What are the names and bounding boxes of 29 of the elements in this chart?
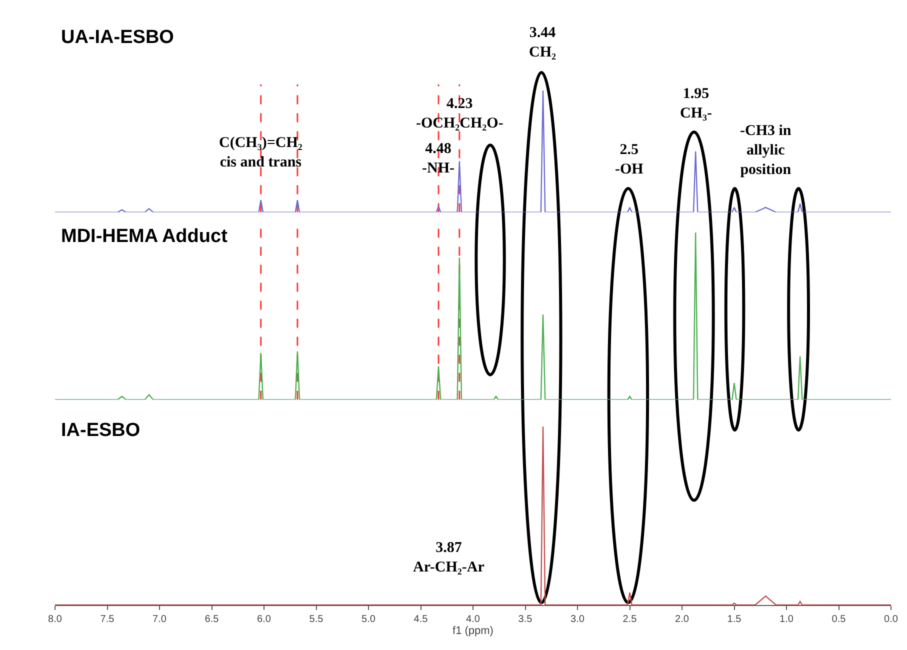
chart-title: IA-ESBO — [61, 420, 140, 441]
x-tick-label: 2.5 — [622, 614, 638, 625]
x-tick-label: 6.0 — [257, 614, 272, 625]
x-tick-label: 3.0 — [570, 614, 585, 625]
x-tick-label: 5.0 — [362, 614, 376, 625]
x-tick-label: 5.5 — [309, 614, 324, 625]
x-axis-title: f1 (ppm) — [452, 625, 494, 638]
x-tick-label: 0.0 — [884, 614, 898, 625]
x-tick-label: 4.0 — [466, 614, 480, 625]
annotation: 2.5 -OH — [615, 142, 644, 178]
annotation: 4.48 -NH- — [422, 141, 454, 176]
annotation: 3.87 Ar-CH₂-Ar — [413, 540, 485, 576]
x-tick-label: 6.5 — [204, 614, 220, 625]
x-tick-label: 7.5 — [100, 614, 115, 625]
annotation: C(CH₃)=CH₂ cis and trans — [219, 135, 303, 170]
x-tick-label: 2.0 — [675, 614, 690, 625]
x-tick-label: 0.5 — [832, 614, 846, 625]
annotation: 4.23 -OCH₂CH₂O- — [416, 96, 504, 132]
chart-title: MDI-HEMA Adduct — [61, 226, 228, 247]
x-tick-label: 4.5 — [414, 614, 428, 625]
x-tick-label: 7.0 — [152, 614, 167, 625]
annotation: 3.44 CH₂ — [529, 25, 556, 60]
x-tick-label: 1.0 — [780, 614, 794, 625]
annotation: -CH3 in allylic position — [740, 123, 792, 178]
chart-title: UA-IA-ESBO — [61, 27, 174, 48]
x-tick-label: 1.5 — [727, 614, 742, 625]
x-tick-label: 8.0 — [48, 614, 62, 625]
annotation: 1.95 CH₃- — [680, 86, 712, 122]
x-tick-label: 3.5 — [518, 614, 533, 625]
